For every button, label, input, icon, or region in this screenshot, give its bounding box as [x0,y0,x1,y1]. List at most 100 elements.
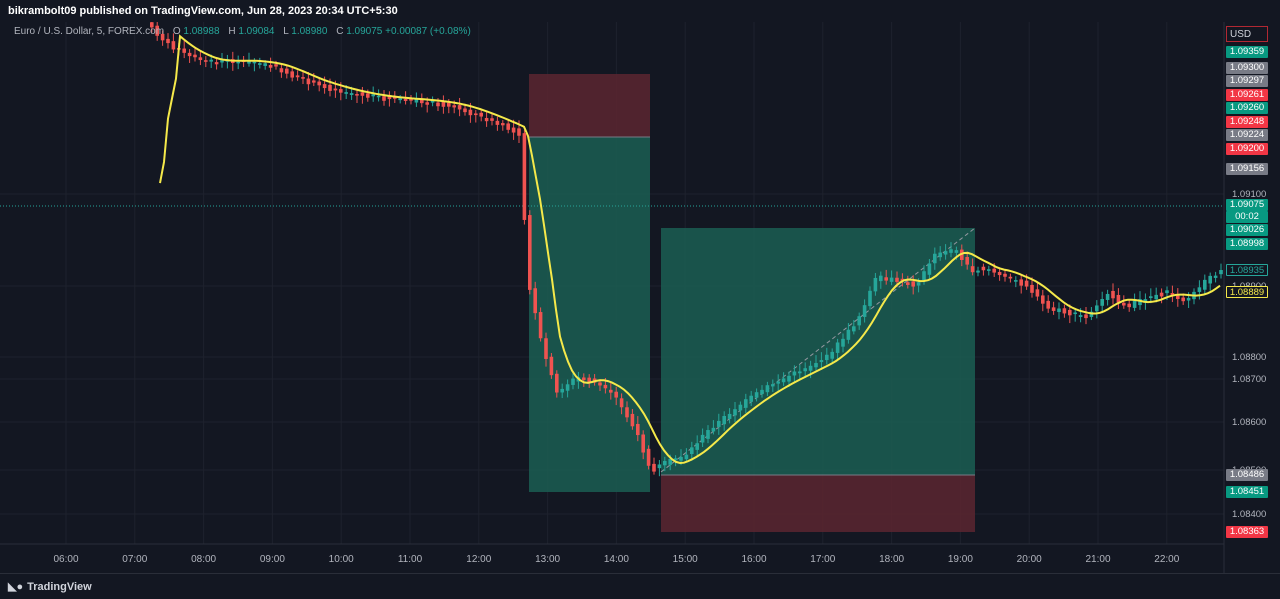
candle-body [312,80,316,83]
candle-body [538,312,543,339]
candle-body [598,382,602,386]
candle-body [344,92,348,94]
candle-body [673,458,678,461]
candle-body [738,404,743,411]
candle-body [193,54,197,58]
brand-name: TradingView [27,581,92,593]
candle-body [571,378,575,385]
candle-body [727,413,732,419]
candle-body [911,281,915,287]
candle-body [879,275,883,282]
candle-body [187,52,192,57]
candle-body [214,62,219,65]
candle-body [166,38,170,44]
high-key: H [228,26,236,37]
candle-body [441,101,446,107]
candle-body [528,215,532,290]
candle-body [306,78,311,85]
short-position-stop-zone[interactable] [529,74,650,137]
candle-body [949,249,953,253]
candle-body [355,94,359,96]
candle-body [501,123,505,126]
candle-body [852,326,856,332]
candle-body [366,93,370,98]
candle-body [1154,294,1158,300]
change-value: +0.00087 (+0.08%) [385,26,471,37]
low-key: L [283,26,289,37]
close-value: 1.09075 [346,26,383,37]
candle-body [1073,312,1077,315]
candle-body [555,373,559,393]
currency-button[interactable]: USD [1226,26,1268,42]
candle-body [290,71,294,78]
candle-body [992,268,996,273]
candle-body [414,98,419,103]
candle-body [636,423,640,436]
chart-area[interactable]: 1.091001.089001.088001.087001.086001.085… [0,22,1280,573]
candle-body [533,288,537,314]
candle-body [1078,315,1083,317]
candle-body [468,109,473,116]
price-tag: 1.08935 [1226,264,1268,276]
price-tag: 1.09075 [1226,199,1268,211]
publish-text: bikrambolt09 published on TradingView.co… [8,5,398,17]
price-chart[interactable]: 1.091001.089001.088001.087001.086001.085… [0,22,1280,573]
candle-body [522,133,527,220]
candle-body [511,127,516,133]
tradingview-logo[interactable]: ◣● TradingView [8,580,92,593]
candle-body [987,269,991,271]
candle-body [690,447,694,455]
candle-body [1014,280,1018,282]
price-tag: 1.08451 [1226,486,1268,498]
candle-body [430,100,435,103]
candle-body [765,385,770,393]
candle-body [387,96,392,100]
time-tick-label: 19:00 [948,554,973,565]
price-tag: 1.08889 [1226,286,1268,298]
candle-body [1127,303,1131,308]
short-position-target-zone[interactable] [529,137,650,492]
candle-body [609,389,613,393]
candle-body [198,57,203,61]
candle-body [781,378,786,383]
candle-body [1008,276,1013,279]
candle-body [933,253,937,264]
candle-body [695,443,699,450]
candle-body [684,454,689,460]
candle-body [1116,294,1121,303]
candle-body [333,88,338,91]
candle-body [792,371,797,376]
candle-body [155,25,159,36]
long-position-stop-zone[interactable] [661,475,975,532]
price-tag: 1.09260 [1226,102,1268,114]
open-value: 1.08988 [183,26,220,37]
candle-body [495,120,500,125]
candle-body [268,64,273,68]
candle-body [619,398,624,408]
candle-body [393,96,397,99]
candle-body [889,277,894,282]
candle-body [808,365,813,371]
candle-body [798,371,802,374]
candle-body [722,416,726,425]
candle-body [544,338,548,359]
candle-body [1051,307,1056,311]
candle-body [857,316,861,326]
candle-body [484,117,489,122]
candle-body [263,63,267,66]
candle-body [420,98,424,104]
candle-body [803,368,807,372]
time-tick-label: 21:00 [1085,554,1110,565]
candle-body [360,92,365,96]
candle-body [479,112,483,117]
candle-body [463,108,467,113]
candle-body [641,434,645,453]
symbol-name: Euro / U.S. Dollar, 5, FOREX.com [14,26,165,37]
candle-body [771,384,775,387]
price-tag: 1.09200 [1226,143,1268,155]
price-tick-label: 1.08600 [1232,417,1266,428]
time-tick-label: 06:00 [53,554,78,565]
candle-body [787,375,791,382]
time-tick-label: 22:00 [1154,554,1179,565]
candle-body [403,98,408,101]
